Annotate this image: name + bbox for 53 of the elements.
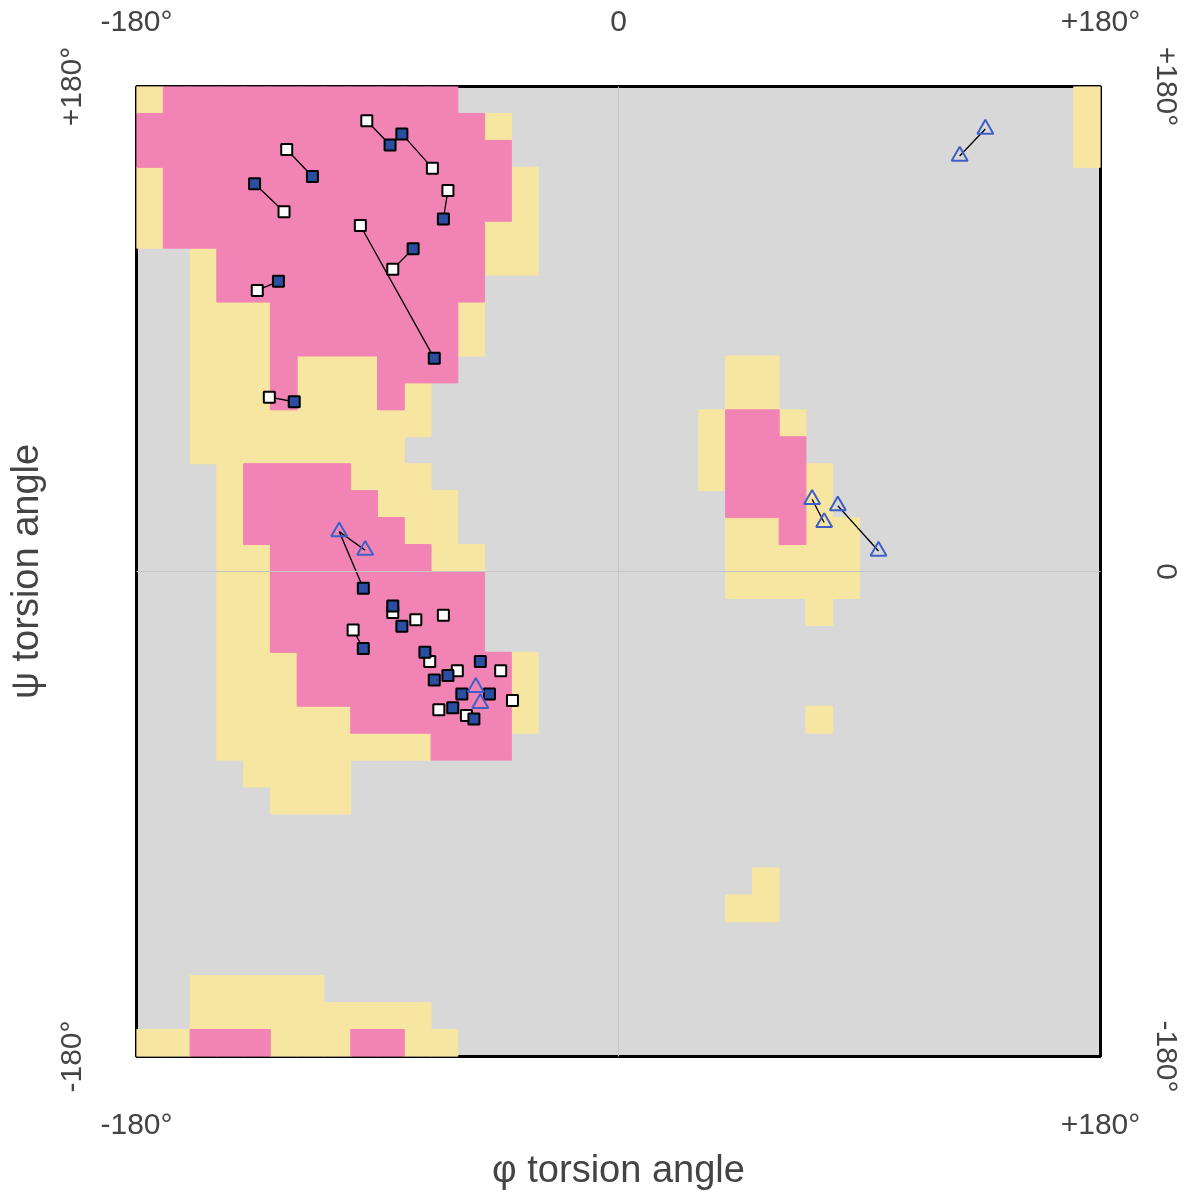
point [305,169,319,183]
x2-tick-label: +180° [1060,3,1141,37]
bar [510,651,539,734]
point [386,599,400,613]
point [427,351,441,365]
y2-tick-label: 0 [1150,563,1184,580]
y2-tick-label: -180° [1150,1020,1184,1093]
point [353,219,367,233]
point [427,673,441,687]
point [436,212,450,226]
x-axis-title: φ torsion angle [492,1147,745,1190]
point [262,390,276,404]
bar [136,86,164,114]
point [280,143,294,157]
point [383,138,397,152]
bar [1073,86,1101,168]
point [455,687,469,701]
point [473,654,487,668]
x2-tick-label: 0 [610,3,627,37]
point [271,274,285,288]
bar [698,409,727,492]
point [441,669,455,683]
point [386,262,400,276]
point [360,114,374,128]
point [356,642,370,656]
point [505,694,519,708]
point [356,581,370,595]
point [409,613,423,627]
bar [136,166,164,249]
point [494,664,508,678]
point [287,395,301,409]
y2-tick-label: +180° [1150,46,1184,127]
point [441,184,455,198]
point [346,623,360,637]
point [248,177,262,191]
point [418,645,432,659]
point [482,687,496,701]
x2-tick-label: -180° [100,3,173,37]
point [467,712,481,726]
point [436,608,450,622]
point [395,127,409,141]
bar [457,301,486,357]
y-axis-title: ψ torsion angle [3,443,46,700]
point [432,703,446,717]
bar [805,705,834,734]
point [425,161,439,175]
point [815,512,834,529]
point [250,283,264,297]
point [395,619,409,633]
point [277,205,291,219]
point [406,242,420,256]
point [446,701,460,715]
bar [484,112,512,141]
